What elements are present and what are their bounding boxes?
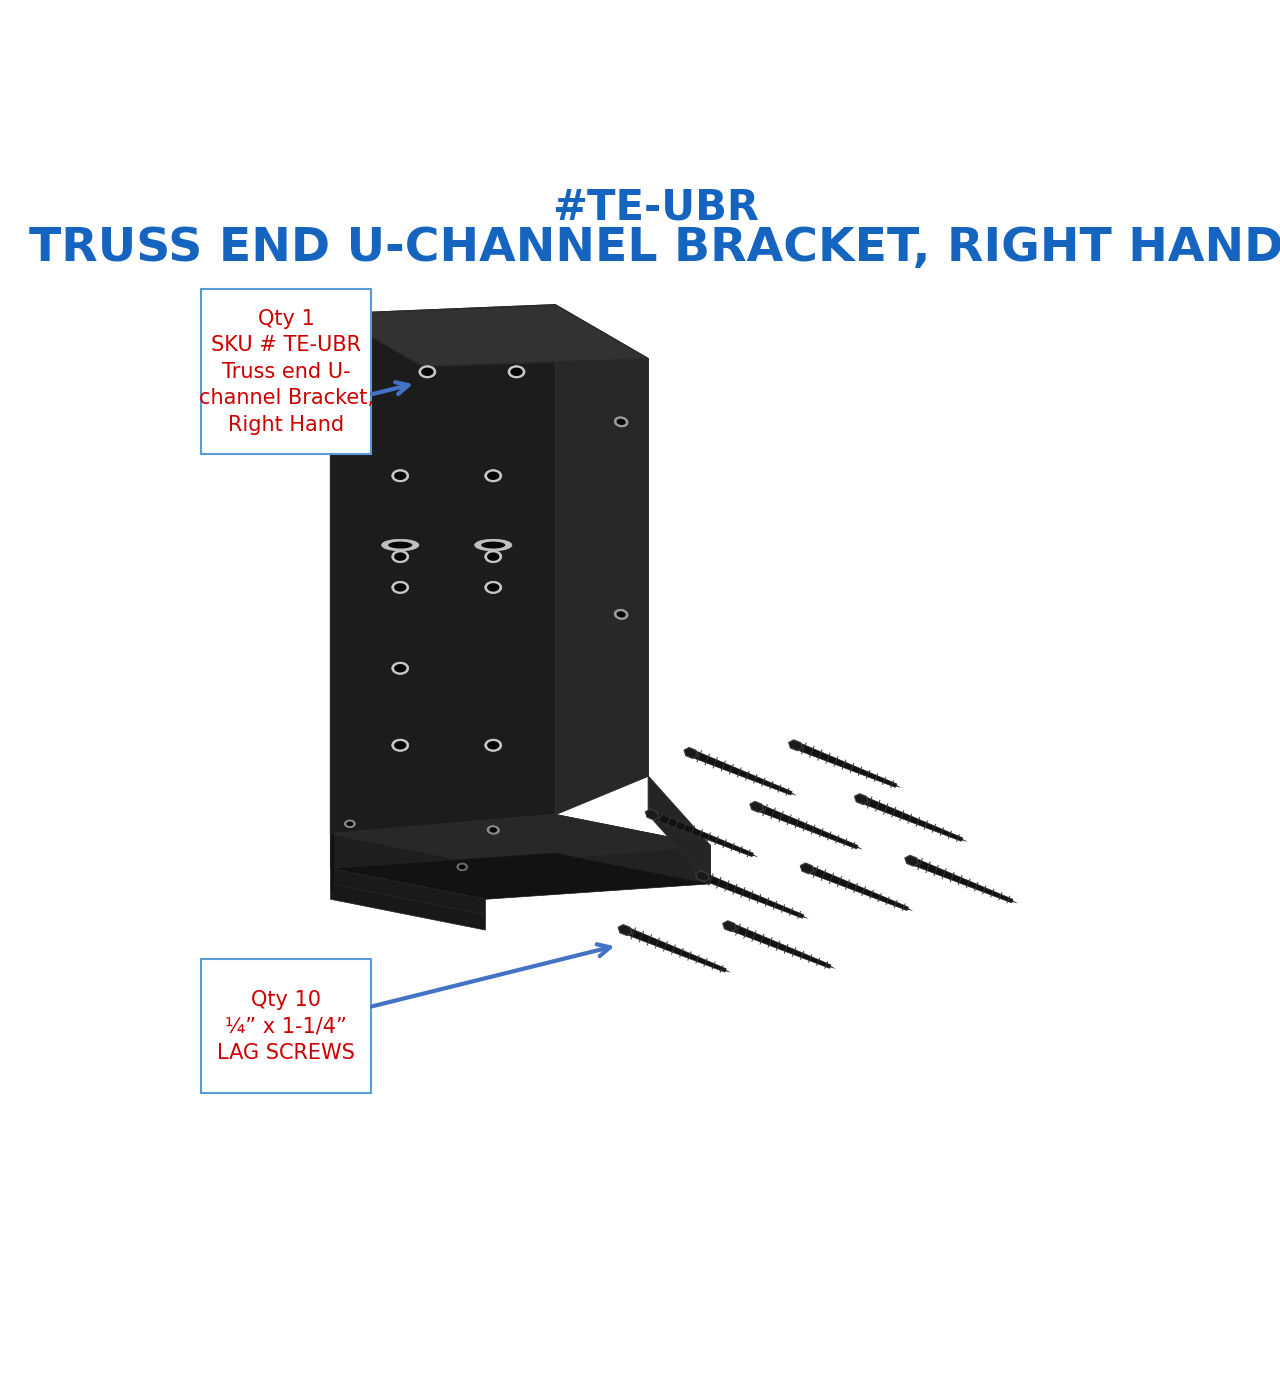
Polygon shape	[750, 801, 764, 812]
Ellipse shape	[485, 470, 502, 482]
Ellipse shape	[485, 740, 502, 751]
Ellipse shape	[617, 419, 626, 425]
Ellipse shape	[392, 663, 408, 674]
Polygon shape	[330, 815, 556, 868]
Polygon shape	[330, 305, 648, 366]
Polygon shape	[648, 776, 710, 884]
Ellipse shape	[617, 611, 626, 618]
Text: TRUSS END U-CHANNEL BRACKET, RIGHT HAND: TRUSS END U-CHANNEL BRACKET, RIGHT HAND	[29, 226, 1280, 271]
Ellipse shape	[485, 551, 502, 563]
Polygon shape	[732, 924, 831, 969]
Polygon shape	[556, 815, 710, 884]
Ellipse shape	[485, 582, 502, 594]
Polygon shape	[694, 751, 792, 795]
Ellipse shape	[614, 610, 628, 619]
Polygon shape	[722, 967, 731, 973]
Ellipse shape	[511, 368, 522, 376]
Polygon shape	[749, 853, 759, 857]
Ellipse shape	[508, 366, 525, 377]
Polygon shape	[810, 867, 909, 910]
Polygon shape	[904, 906, 914, 911]
Ellipse shape	[381, 540, 419, 551]
Polygon shape	[705, 875, 804, 918]
Ellipse shape	[488, 826, 499, 835]
Ellipse shape	[388, 541, 412, 548]
Ellipse shape	[481, 541, 506, 548]
Ellipse shape	[457, 863, 467, 871]
Polygon shape	[330, 815, 710, 864]
Ellipse shape	[488, 583, 499, 591]
Ellipse shape	[489, 828, 497, 833]
Polygon shape	[957, 837, 968, 842]
Polygon shape	[892, 783, 902, 788]
Polygon shape	[723, 921, 736, 931]
Text: Qty 1
SKU # TE-UBR
Truss end U-
channel Bracket,
Right Hand: Qty 1 SKU # TE-UBR Truss end U- channel …	[198, 309, 374, 435]
FancyBboxPatch shape	[201, 289, 371, 454]
Polygon shape	[645, 809, 659, 821]
Ellipse shape	[488, 741, 499, 749]
Polygon shape	[905, 856, 919, 867]
Polygon shape	[854, 844, 863, 850]
Polygon shape	[684, 748, 698, 759]
Text: Qty 10
¼” x 1-1/4”
LAG SCREWS: Qty 10 ¼” x 1-1/4” LAG SCREWS	[218, 990, 356, 1062]
Ellipse shape	[488, 471, 499, 480]
Ellipse shape	[421, 368, 434, 376]
Ellipse shape	[458, 864, 466, 870]
Polygon shape	[800, 863, 814, 874]
Ellipse shape	[488, 552, 499, 561]
Polygon shape	[655, 812, 754, 857]
FancyBboxPatch shape	[201, 959, 371, 1093]
Ellipse shape	[392, 551, 408, 563]
Ellipse shape	[475, 540, 512, 551]
Polygon shape	[330, 833, 334, 892]
Polygon shape	[799, 744, 897, 787]
Ellipse shape	[394, 471, 407, 480]
Polygon shape	[330, 305, 556, 833]
Ellipse shape	[392, 582, 408, 594]
Polygon shape	[695, 871, 709, 882]
Text: #TE-UBR: #TE-UBR	[553, 187, 759, 229]
Ellipse shape	[344, 821, 356, 828]
Polygon shape	[855, 794, 868, 805]
Polygon shape	[1009, 899, 1018, 903]
Polygon shape	[915, 858, 1012, 903]
Polygon shape	[628, 928, 726, 972]
Polygon shape	[556, 305, 648, 815]
Ellipse shape	[614, 417, 628, 426]
Polygon shape	[330, 853, 710, 899]
Ellipse shape	[419, 366, 436, 377]
Ellipse shape	[392, 740, 408, 751]
Polygon shape	[618, 924, 632, 935]
Ellipse shape	[392, 470, 408, 482]
Polygon shape	[330, 868, 485, 914]
Polygon shape	[759, 805, 858, 849]
Polygon shape	[787, 791, 797, 795]
Ellipse shape	[394, 741, 407, 749]
Polygon shape	[864, 797, 963, 842]
Polygon shape	[799, 914, 809, 918]
Ellipse shape	[394, 664, 407, 672]
Polygon shape	[330, 884, 485, 930]
Polygon shape	[788, 740, 803, 751]
Ellipse shape	[394, 552, 407, 561]
Ellipse shape	[347, 822, 353, 826]
Polygon shape	[826, 965, 836, 969]
Ellipse shape	[394, 583, 407, 591]
